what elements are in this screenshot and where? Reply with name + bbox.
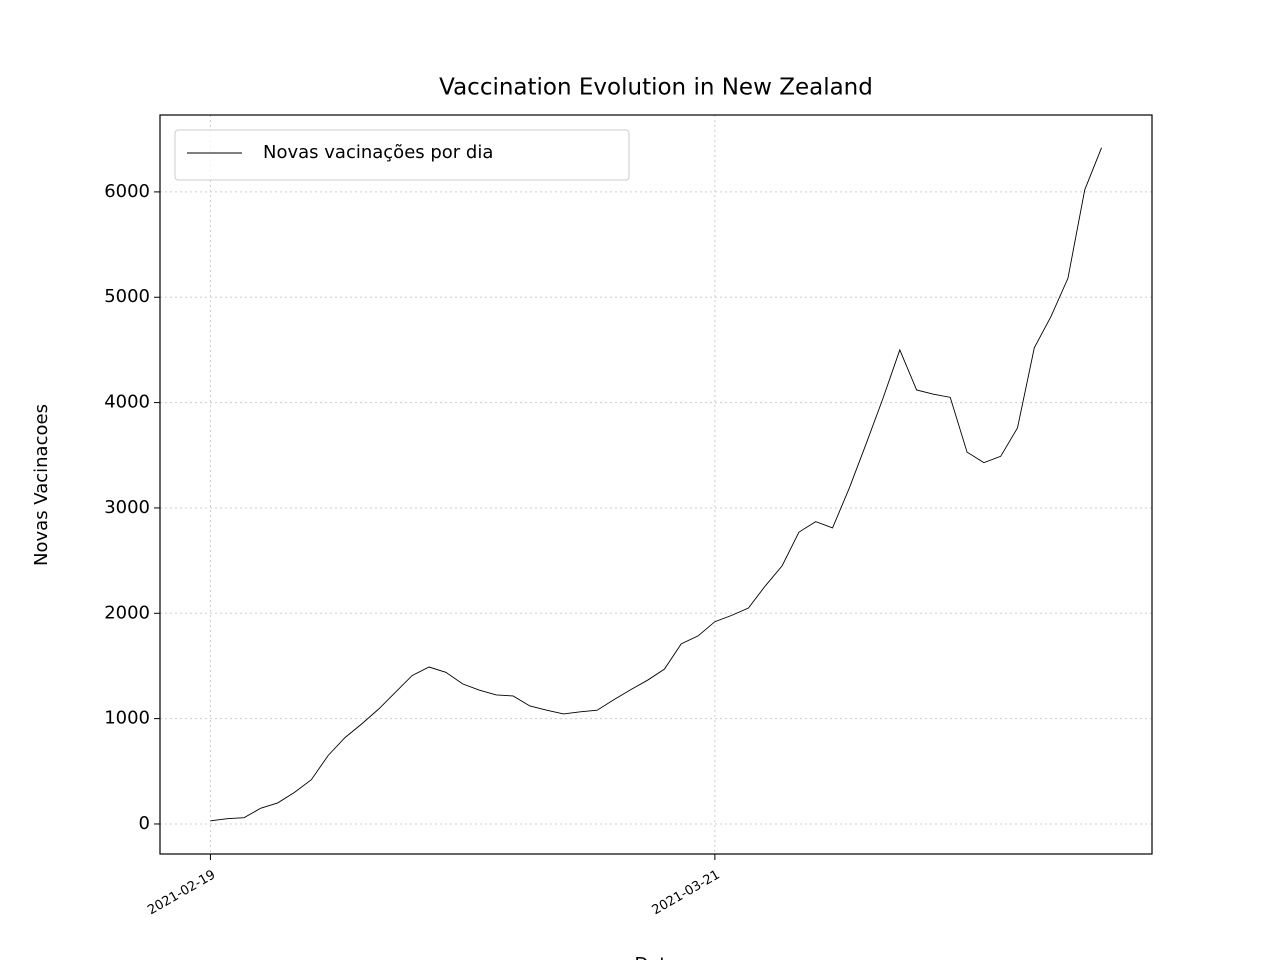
y-tick-label: 2000 (104, 602, 150, 623)
y-axis-label: Novas Vacinacoes (31, 404, 52, 566)
y-tick-label: 4000 (104, 392, 150, 413)
y-tick-label: 0 (139, 813, 150, 834)
y-tick-label: 1000 (104, 708, 150, 729)
plot-frame (159, 114, 1153, 855)
y-tick-label: 6000 (104, 181, 150, 202)
legend-label: Novas vacinações por dia (263, 142, 493, 163)
x-tick-label: 2021-03-21 (650, 868, 723, 919)
x-axis-label: Data (635, 954, 678, 960)
data-line (210, 147, 1102, 822)
y-tick-label: 3000 (104, 497, 150, 518)
x-tick-label: 2021-02-19 (145, 868, 218, 919)
chart-title: Vaccination Evolution in New Zealand (439, 75, 873, 101)
legend-box (174, 129, 630, 181)
y-tick-label: 5000 (104, 286, 150, 307)
